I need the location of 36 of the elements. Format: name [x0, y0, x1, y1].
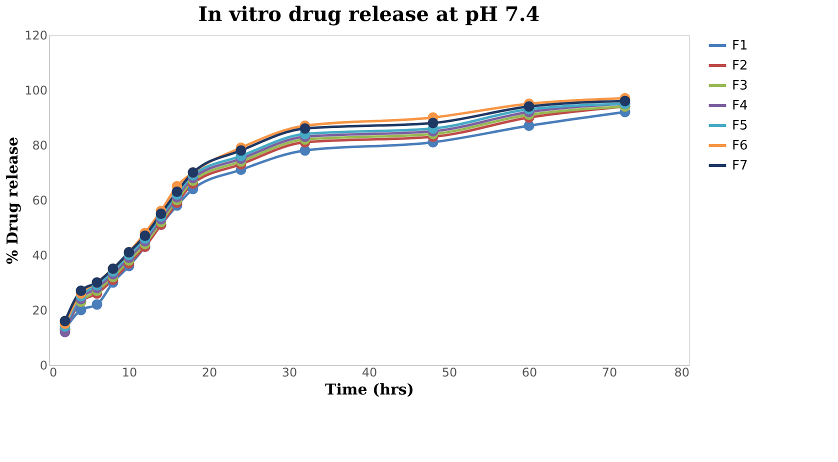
x-tick-label: 30: [282, 366, 298, 380]
point: [300, 123, 310, 134]
x-tick-label: 50: [442, 366, 458, 380]
point: [524, 101, 534, 112]
x-tick-label: 20: [202, 366, 218, 380]
y-tick-label: 60: [32, 194, 48, 208]
y-tick-label: 80: [32, 138, 48, 152]
x-tick-label: 40: [362, 366, 378, 380]
point: [60, 316, 70, 326]
legend-label: F2: [732, 58, 748, 74]
point: [156, 208, 166, 219]
legend-label: F4: [732, 98, 748, 114]
legend-label: F5: [732, 118, 748, 134]
x-tick-label: 80: [674, 366, 690, 380]
point: [428, 118, 438, 128]
x-tick-label: 70: [602, 366, 618, 380]
y-axis-title: % Drug release: [4, 136, 22, 264]
legend-label: F7: [732, 158, 748, 174]
y-tick-label: 40: [32, 248, 48, 262]
point: [236, 145, 246, 156]
x-tick-label: 60: [522, 366, 538, 380]
point: [76, 286, 86, 296]
x-tick-label: 10: [122, 366, 138, 380]
x-tick-label: 0: [50, 366, 58, 380]
legend-label: F3: [732, 78, 748, 94]
legend-label: F1: [732, 38, 748, 54]
point: [172, 186, 182, 197]
point: [620, 96, 630, 106]
point: [92, 299, 102, 310]
y-tick-label: 120: [24, 28, 48, 42]
y-tick-label: 20: [32, 304, 48, 318]
x-axis-title: Time (hrs): [325, 380, 414, 398]
chart-title: In vitro drug release at pH 7.4: [198, 2, 540, 26]
legend-label: F6: [732, 138, 748, 154]
point: [140, 230, 150, 241]
y-tick-label: 100: [24, 84, 48, 98]
